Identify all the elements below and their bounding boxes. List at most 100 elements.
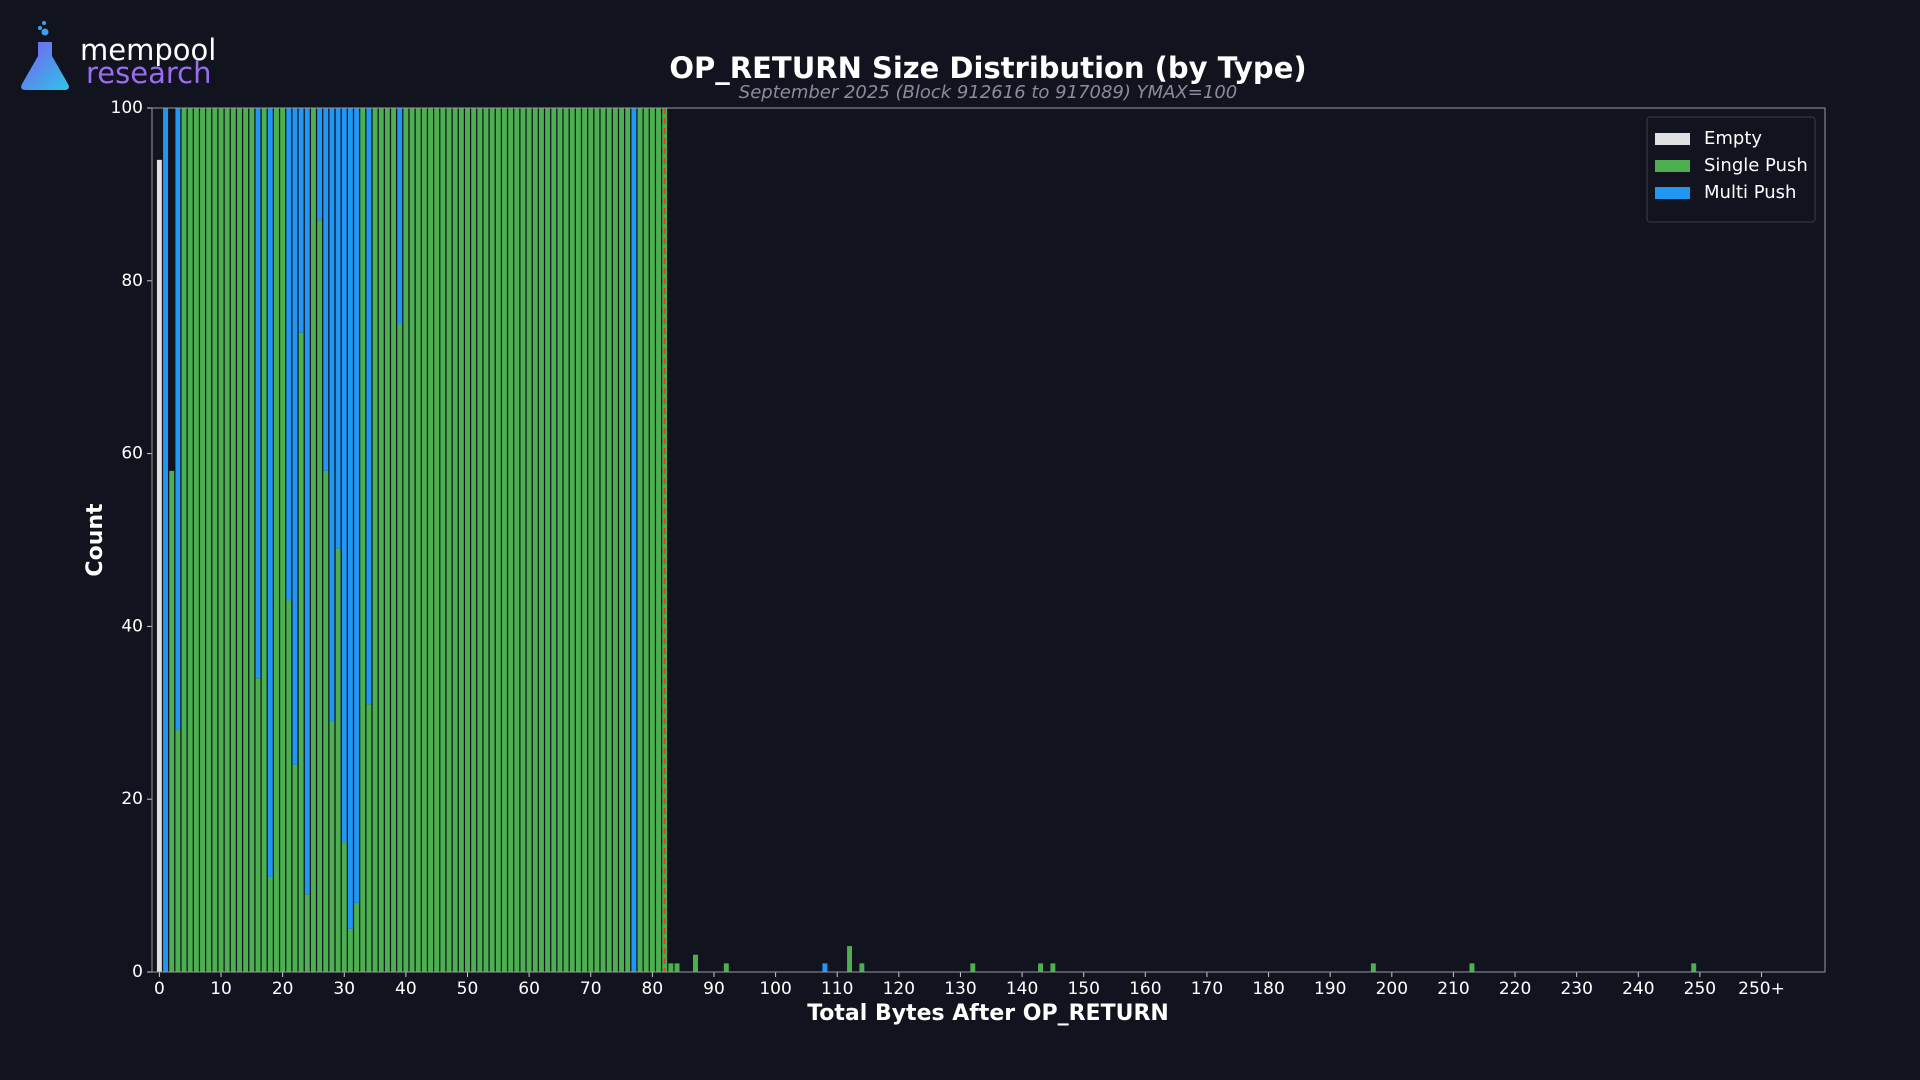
bar-segment <box>532 108 538 972</box>
bar-segment <box>347 108 353 929</box>
x-axis-label: Total Bytes After OP_RETURN <box>807 1001 1169 1026</box>
y-tick-label: 0 <box>132 962 143 982</box>
y-tick-label: 80 <box>121 271 143 291</box>
y-tick-label: 20 <box>121 789 143 809</box>
bar-segment <box>175 730 181 972</box>
bar-segment <box>292 108 298 765</box>
bar-segment <box>465 108 470 972</box>
x-tick-label: 80 <box>642 979 664 999</box>
bar-segment <box>360 108 366 972</box>
chart-subtitle: September 2025 (Block 912616 to 917089) … <box>739 82 1237 103</box>
bar-segment <box>200 108 205 972</box>
bar-segment <box>588 108 594 972</box>
legend-swatch <box>1655 133 1690 145</box>
bar-segment <box>409 108 415 972</box>
bar-segment <box>218 108 224 972</box>
x-tick-label: 50 <box>457 979 479 999</box>
bar-segment <box>557 108 563 972</box>
legend-swatch <box>1655 160 1690 172</box>
bar-segment <box>224 108 230 972</box>
bar-segment <box>970 963 976 972</box>
bar-segment <box>1469 963 1475 972</box>
bar-segment <box>600 108 606 972</box>
bar-segment <box>255 108 261 679</box>
x-tick-label: 150 <box>1067 979 1099 999</box>
logo-bubble <box>42 21 46 25</box>
bar-segment <box>594 108 600 972</box>
bar-segment <box>1691 963 1697 972</box>
x-tick-label: 210 <box>1437 979 1469 999</box>
bar-segment <box>1038 963 1044 972</box>
bar-segment <box>563 108 569 972</box>
bar-segment <box>335 548 341 972</box>
x-tick-label: 180 <box>1252 979 1284 999</box>
x-tick-label: 250 <box>1684 979 1716 999</box>
logo-bubble <box>41 28 49 36</box>
x-tick-label: 230 <box>1560 979 1592 999</box>
bar-segment <box>403 108 409 972</box>
x-tick-label: 110 <box>821 979 853 999</box>
x-tick-label: 130 <box>944 979 976 999</box>
bar-segment <box>489 108 495 972</box>
bar-segment <box>329 721 335 972</box>
bar-segment <box>267 108 273 877</box>
bar-segment <box>458 108 464 972</box>
bar-segment <box>434 108 440 972</box>
bar-segment <box>366 108 372 705</box>
bar-segment <box>317 220 323 972</box>
bar-segment <box>280 108 286 972</box>
bar-segment <box>298 332 304 972</box>
logo-bubble <box>38 26 42 30</box>
bar-segment <box>526 108 532 972</box>
bar-segment <box>446 108 452 972</box>
y-axis-label: Count <box>83 503 108 577</box>
bar-segment <box>397 324 403 972</box>
logo-flask <box>21 42 69 90</box>
logo-text: mempool <box>80 33 216 67</box>
x-tick-label: 170 <box>1191 979 1223 999</box>
bar-segment <box>520 108 526 972</box>
bar-segment <box>428 108 433 972</box>
bar-segment <box>668 963 674 972</box>
bar-segment <box>471 108 477 972</box>
bar-segment <box>378 108 384 972</box>
bar-segment <box>169 470 175 972</box>
bar-segment <box>723 963 729 972</box>
bar-segment <box>323 108 329 471</box>
bar-segment <box>230 108 236 972</box>
x-tick-label: 240 <box>1622 979 1654 999</box>
bar-segment <box>643 108 649 972</box>
bar-segment <box>1370 963 1376 972</box>
legend-label: Single Push <box>1704 155 1808 176</box>
bar-segment <box>206 108 212 972</box>
bar-segment <box>606 108 612 972</box>
bar-segment <box>822 963 828 972</box>
x-tick-label: 60 <box>518 979 540 999</box>
bar-segment <box>538 108 544 972</box>
y-tick-label: 100 <box>111 98 143 118</box>
legend-swatch <box>1655 187 1690 199</box>
bar-segment <box>440 108 446 972</box>
bar-segment <box>625 108 631 972</box>
y-tick-label: 40 <box>121 616 143 636</box>
bar-segment <box>175 108 181 731</box>
bar-segment <box>310 108 316 972</box>
x-tick-label: 10 <box>210 979 232 999</box>
bar-segment <box>286 108 292 601</box>
x-tick-label: 70 <box>580 979 602 999</box>
bar-segment <box>569 108 575 972</box>
bar-segment <box>317 108 323 221</box>
bar-segment <box>508 108 514 972</box>
x-tick-label: 160 <box>1129 979 1161 999</box>
bar-segment <box>292 764 298 972</box>
bar-segment <box>495 108 501 972</box>
bar-segment <box>329 108 335 722</box>
bar-segment <box>575 108 581 972</box>
bar-segment <box>477 108 483 972</box>
bar-segment <box>249 108 255 972</box>
x-tick-label: 0 <box>154 979 165 999</box>
plot-frame <box>151 107 1826 973</box>
bars <box>156 108 1697 972</box>
bar-segment <box>674 963 680 972</box>
bar-segment <box>847 946 853 972</box>
